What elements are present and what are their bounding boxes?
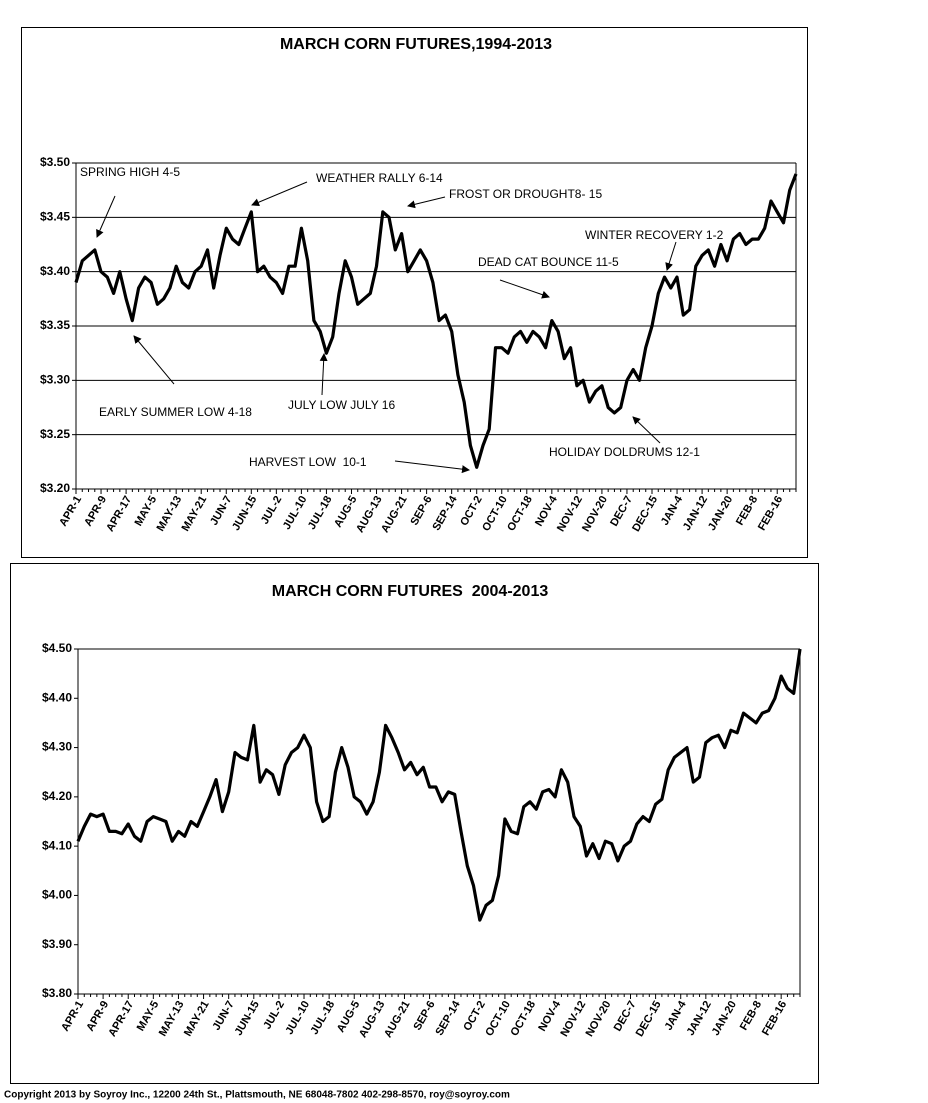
x-tick-label: APR-1 (57, 494, 84, 529)
footer: Copyright 2013 by Soyroy Inc., 12200 24t… (4, 1090, 510, 1101)
x-tick-label: JUL-2 (259, 494, 285, 526)
annotation-arrow (133, 335, 175, 385)
y-tick-label: $3.80 (42, 986, 72, 1000)
price-line (74, 173, 798, 469)
y-tick-label: $3.45 (40, 210, 70, 224)
annotation: SPRING HIGH 4-5 (80, 165, 180, 179)
annotation-arrow (665, 241, 677, 271)
x-tick-label: DEC-7 (608, 494, 635, 529)
annotation: HARVEST LOW 10-1 (249, 455, 367, 469)
x-tick-label: AUG-5 (332, 494, 360, 530)
x-tick-label: FEB-8 (738, 999, 764, 1033)
x-tick-label: JUN-15 (233, 999, 262, 1038)
x-tick-label: JUN-15 (230, 494, 259, 533)
x-tick-label: JUL-2 (261, 999, 287, 1031)
x-tick-label: JAN-4 (663, 998, 690, 1032)
x-tick-label: APR-1 (59, 999, 86, 1034)
y-tick-label: $3.35 (40, 318, 70, 332)
y-tick-label: $3.20 (40, 481, 70, 495)
y-tick-label: $4.40 (42, 690, 72, 704)
x-tick-label: MAY-5 (135, 999, 162, 1033)
x-tick-label: AUG-5 (335, 999, 363, 1035)
chart-frame (10, 563, 819, 1084)
y-tick-label: $4.10 (42, 838, 72, 852)
annotation: HOLIDAY DOLDRUMS 12-1 (549, 445, 700, 459)
x-tick-label: JAN-20 (706, 494, 735, 533)
x-tick-label: OCT-18 (508, 999, 538, 1038)
annotation: EARLY SUMMER LOW 4-18 (99, 405, 252, 419)
x-tick-label: NOV-4 (536, 998, 563, 1033)
x-tick-label: OCT-2 (458, 494, 485, 528)
x-tick-label: OCT-2 (461, 999, 488, 1033)
annotation: FROST OR DROUGHT8- 15 (449, 187, 602, 201)
x-tick-label: JAN-4 (659, 493, 686, 527)
chart-frame (21, 27, 808, 558)
annotation: WEATHER RALLY 6-14 (316, 171, 443, 185)
x-tick-label: SEP-14 (433, 998, 463, 1038)
y-tick-label: $3.40 (40, 264, 70, 278)
x-tick-label: SEP-6 (411, 999, 437, 1033)
annotation-arrow (319, 353, 328, 396)
chart-title: MARCH CORN FUTURES 2004-2013 (272, 583, 549, 600)
x-tick-label: DEC-7 (612, 999, 639, 1034)
x-tick-label: SEP-6 (408, 494, 434, 528)
annotation-arrow (251, 181, 308, 206)
x-tick-label: MAY-5 (133, 494, 160, 528)
annotation: DEAD CAT BOUNCE 11-5 (478, 255, 619, 269)
annotation-arrow (394, 460, 470, 474)
x-tick-label: JUL-18 (306, 494, 335, 532)
annotation: JULY LOW JULY 16 (288, 398, 395, 412)
x-tick-label: JUN-7 (211, 999, 237, 1033)
annotation-arrow (96, 195, 116, 238)
x-tick-label: JUN-7 (208, 494, 234, 528)
annotation-arrow (499, 279, 550, 299)
annotation-arrow (632, 416, 661, 444)
x-tick-label: APR-9 (82, 494, 109, 529)
y-tick-label: $4.00 (42, 888, 72, 902)
x-tick-label: FEB-16 (756, 494, 785, 533)
x-tick-label: FEB-8 (734, 494, 760, 528)
x-tick-label: JUL-18 (309, 999, 338, 1037)
chart-title: MARCH CORN FUTURES,1994-2013 (280, 36, 552, 53)
y-tick-label: $3.90 (42, 937, 72, 951)
price-line (76, 648, 802, 922)
x-tick-label: JAN-20 (710, 999, 739, 1038)
y-tick-label: $3.30 (40, 373, 70, 387)
x-tick-label: FEB-16 (760, 999, 789, 1038)
y-tick-label: $4.30 (42, 740, 72, 754)
annotation: WINTER RECOVERY 1-2 (585, 228, 724, 242)
annotation-arrow (407, 196, 446, 209)
x-tick-label: NOV-4 (533, 493, 560, 528)
x-tick-label: SEP-14 (430, 493, 460, 533)
y-tick-label: $4.20 (42, 789, 72, 803)
y-tick-label: $4.50 (42, 641, 72, 655)
x-tick-label: APR-9 (84, 999, 111, 1034)
y-tick-label: $3.50 (40, 155, 70, 169)
y-tick-label: $3.25 (40, 427, 70, 441)
